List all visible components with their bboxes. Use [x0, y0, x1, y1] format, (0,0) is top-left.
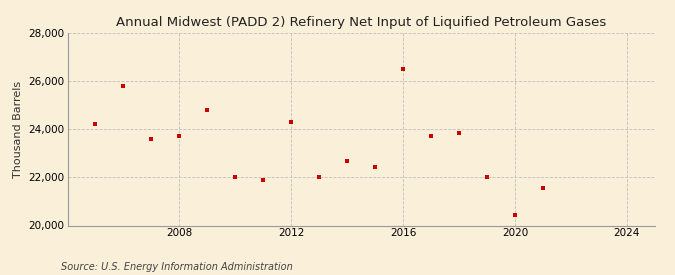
Text: Source: U.S. Energy Information Administration: Source: U.S. Energy Information Administ…: [61, 262, 292, 272]
Point: [481, 175, 492, 180]
Point: [174, 134, 185, 139]
Point: [202, 108, 213, 112]
Point: [370, 164, 381, 169]
Point: [118, 84, 129, 88]
Point: [146, 137, 157, 141]
Point: [510, 213, 520, 217]
Point: [314, 175, 325, 180]
Point: [286, 120, 296, 124]
Point: [342, 158, 352, 163]
Point: [454, 131, 464, 135]
Point: [258, 178, 269, 182]
Point: [230, 175, 241, 180]
Point: [537, 186, 548, 190]
Y-axis label: Thousand Barrels: Thousand Barrels: [13, 81, 23, 178]
Title: Annual Midwest (PADD 2) Refinery Net Input of Liquified Petroleum Gases: Annual Midwest (PADD 2) Refinery Net Inp…: [116, 16, 606, 29]
Point: [90, 122, 101, 127]
Point: [426, 134, 437, 139]
Point: [398, 67, 408, 71]
